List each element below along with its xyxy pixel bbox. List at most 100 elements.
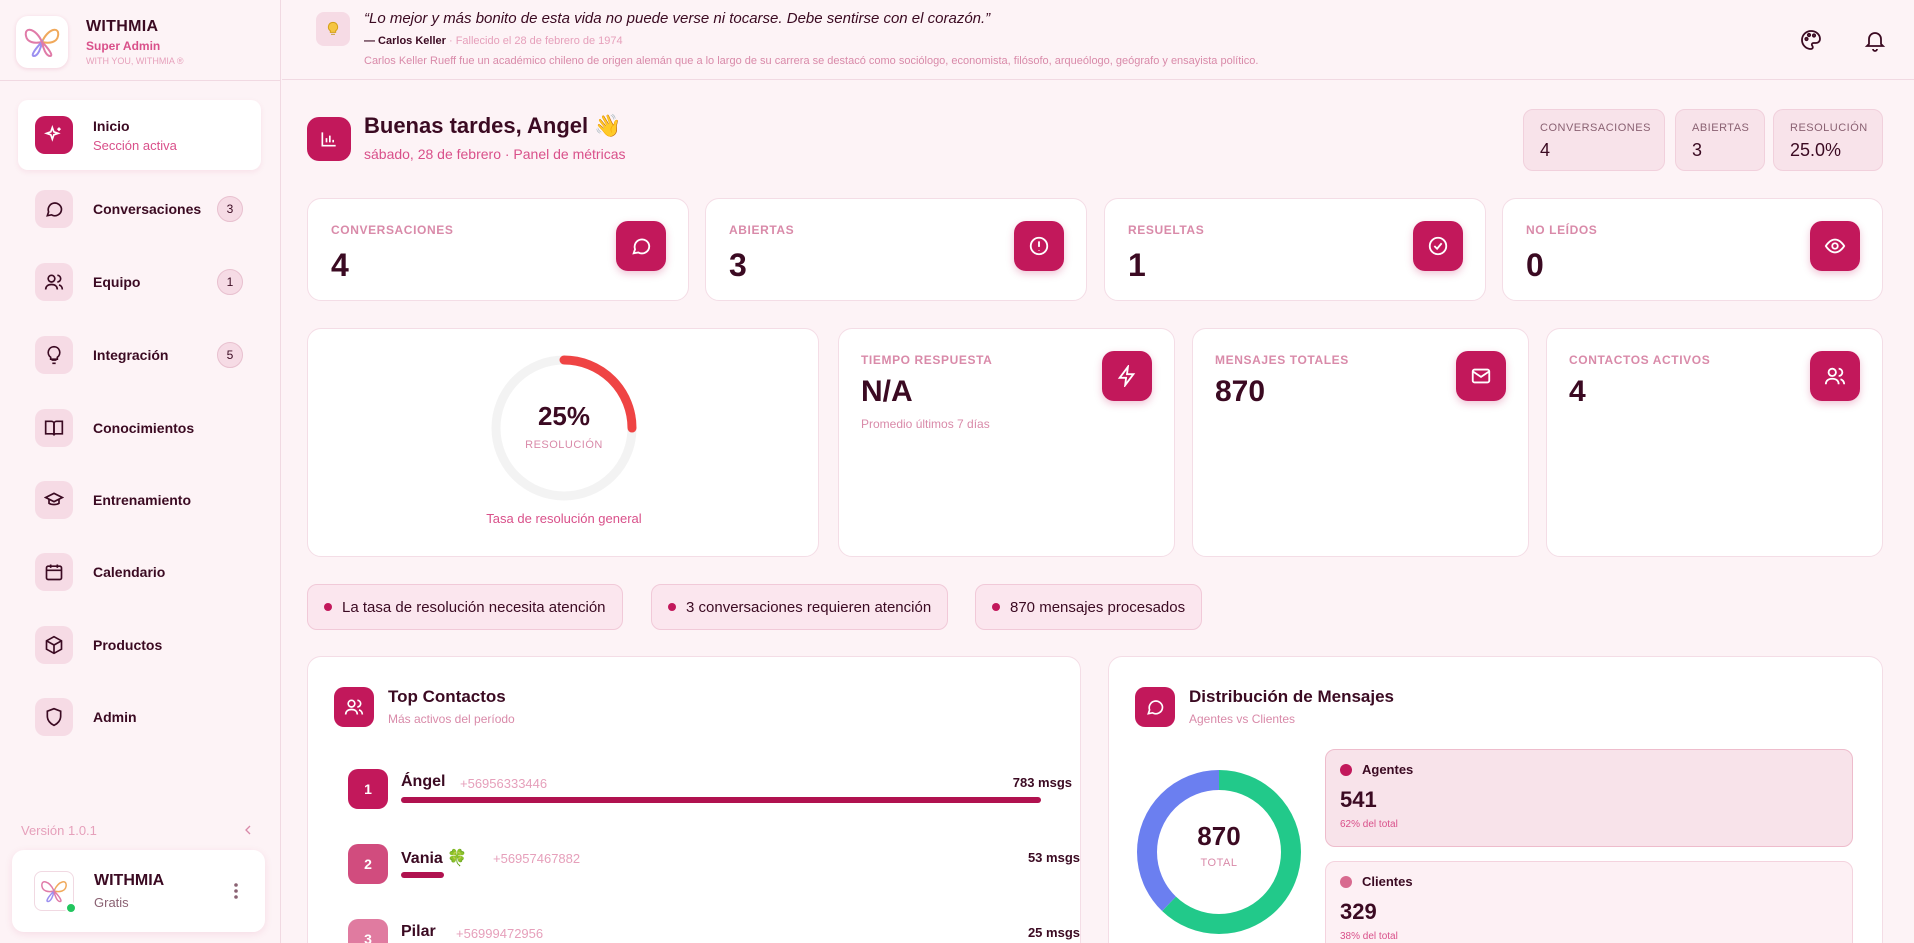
eye-icon	[1810, 221, 1860, 271]
stat-label: RESUELTAS	[1128, 223, 1205, 237]
header-stat-value: 25.0%	[1790, 140, 1842, 160]
divider	[0, 80, 281, 81]
sidebar-item-label: Inicio	[93, 117, 130, 134]
list-item[interactable]: 3 Pilar +56999472956 25 msgs	[348, 911, 1080, 943]
online-status-dot	[65, 902, 77, 914]
header-stat-label: CONVERSACIONES	[1540, 122, 1651, 134]
metric-label: TIEMPO RESPUESTA	[861, 353, 993, 367]
sidebar-item-inicio[interactable]: Inicio Sección activa	[18, 100, 261, 170]
rank-badge: 3	[348, 919, 388, 943]
sidebar-item-label: Productos	[93, 637, 163, 653]
alert-chip[interactable]: 3 conversaciones requieren atención	[651, 584, 949, 630]
metric-card-contactos-activos[interactable]: CONTACTOS ACTIVOS 4	[1546, 328, 1883, 557]
metric-value: 4	[1569, 375, 1586, 408]
metric-value: N/A	[861, 375, 913, 408]
contact-name: Ángel	[401, 773, 446, 790]
stat-label: CONVERSACIONES	[331, 223, 454, 237]
chat-bubble-icon	[616, 221, 666, 271]
alert-text: La tasa de resolución necesita atención	[342, 598, 606, 616]
stat-card-no-leidos[interactable]: NO LEÍDOS 0	[1502, 198, 1883, 301]
sidebar-item-label: Calendario	[93, 564, 166, 580]
sidebar-item-admin[interactable]: Admin	[18, 682, 261, 752]
stat-value: 0	[1526, 247, 1544, 283]
sidebar-item-label: Entrenamiento	[93, 492, 192, 508]
sidebar-item-label: Conversaciones	[93, 201, 202, 217]
alert-chip[interactable]: La tasa de resolución necesita atención	[307, 584, 623, 630]
contact-progress-fill	[401, 872, 445, 878]
sidebar-item-label: Equipo	[93, 274, 141, 290]
sidebar-item-conversaciones[interactable]: Conversaciones 3	[18, 174, 261, 244]
sidebar-item-calendario[interactable]: Calendario	[18, 537, 261, 607]
contact-progress	[401, 797, 1041, 803]
stat-card-abiertas[interactable]: ABIERTAS 3	[705, 198, 1087, 301]
contact-phone: +56956333446	[460, 776, 548, 791]
brand-tagline: WITH YOU, WITHMIA ®	[86, 56, 184, 66]
rank-badge: 1	[348, 769, 388, 809]
distribution-clientes[interactable]: Clientes 329 38% del total	[1325, 861, 1853, 943]
legend-percent: 62% del total	[1340, 819, 1398, 830]
calendar-icon	[35, 553, 73, 591]
brand[interactable]: WITHMIA Super Admin WITH YOU, WITHMIA ®	[16, 16, 183, 68]
stat-card-conversaciones[interactable]: CONVERSACIONES 4	[307, 198, 689, 301]
legend-percent: 38% del total	[1340, 931, 1398, 942]
chevron-left-icon[interactable]	[240, 822, 256, 838]
list-item[interactable]: 2 Vania 🍀 +56957467882 53 msgs	[348, 836, 1080, 886]
butterfly-logo-icon	[16, 16, 68, 68]
users-icon	[35, 263, 73, 301]
distribution-donut	[1137, 770, 1301, 934]
metric-card-tiempo-respuesta[interactable]: TIEMPO RESPUESTA N/A Promedio últimos 7 …	[838, 328, 1175, 557]
stat-card-resueltas[interactable]: RESUELTAS 1	[1104, 198, 1486, 301]
metric-label: MENSAJES TOTALES	[1215, 353, 1349, 367]
legend-label: Clientes	[1362, 874, 1413, 889]
section-title: Distribución de Mensajes	[1189, 687, 1394, 706]
contact-msgs: 25 msgs	[1027, 925, 1080, 940]
list-item[interactable]: 1 Ángel +56956333446 783 msgs	[348, 761, 1072, 811]
check-circle-icon	[1413, 221, 1463, 271]
sidebar-item-conocimientos[interactable]: Conocimientos	[18, 393, 261, 463]
section-subtitle: Más activos del período	[388, 712, 515, 726]
sidebar-item-sub: Sección activa	[93, 137, 177, 153]
lightbulb-icon	[316, 12, 350, 46]
quote-banner: “Lo mejor y más bonito de esta vida no p…	[282, 0, 1914, 80]
user-card[interactable]: WITHMIA Gratis	[12, 850, 265, 932]
sidebar-item-label: Conocimientos	[93, 420, 195, 436]
legend-value: 329	[1340, 899, 1377, 924]
header-stat-label: RESOLUCIÓN	[1790, 122, 1868, 134]
donut-total-label: TOTAL	[1200, 857, 1238, 869]
quote-author: — Carlos Keller · Fallecido el 28 de feb…	[364, 35, 623, 47]
sidebar: WITHMIA Super Admin WITH YOU, WITHMIA ® …	[0, 0, 281, 943]
more-vertical-icon[interactable]	[233, 882, 239, 900]
sidebar-item-entrenamiento[interactable]: Entrenamiento	[18, 465, 261, 535]
alert-text: 870 mensajes procesados	[1010, 598, 1186, 616]
stat-label: NO LEÍDOS	[1526, 223, 1598, 237]
sidebar-item-productos[interactable]: Productos	[18, 610, 261, 680]
alert-chip[interactable]: 870 mensajes procesados	[975, 584, 1203, 630]
header-stat-resolucion: RESOLUCIÓN 25.0%	[1773, 109, 1883, 171]
lightbulb-icon	[35, 336, 73, 374]
contact-msgs: 53 msgs	[1027, 850, 1080, 865]
graduation-cap-icon	[35, 481, 73, 519]
gauge-percent: 25%	[537, 401, 591, 431]
alert-dot	[324, 603, 332, 611]
quote-text: “Lo mejor y más bonito de esta vida no p…	[364, 10, 991, 27]
bell-icon[interactable]	[1863, 28, 1887, 52]
sidebar-item-equipo[interactable]: Equipo 1	[18, 247, 261, 317]
quote-author-name: — Carlos Keller	[364, 35, 446, 47]
section-title: Top Contactos	[388, 687, 506, 706]
count-badge: 1	[217, 269, 243, 295]
contact-phone: +56999472956	[456, 926, 544, 941]
stat-value: 3	[729, 247, 747, 283]
header-stat-abiertas: ABIERTAS 3	[1675, 109, 1765, 171]
palette-icon[interactable]	[1799, 28, 1823, 52]
sparkles-icon	[35, 116, 73, 154]
users-icon	[1810, 351, 1860, 401]
rank-badge: 2	[348, 844, 388, 884]
header-stat-value: 4	[1540, 140, 1551, 160]
alert-text: 3 conversaciones requieren atención	[686, 598, 932, 616]
metric-card-mensajes-totales[interactable]: MENSAJES TOTALES 870	[1192, 328, 1529, 557]
distribution-agentes[interactable]: Agentes 541 62% del total	[1325, 749, 1853, 847]
legend-swatch	[1340, 763, 1352, 776]
sidebar-item-integracion[interactable]: Integración 5	[18, 320, 261, 390]
alert-dot	[668, 603, 676, 611]
users-icon	[334, 687, 374, 727]
